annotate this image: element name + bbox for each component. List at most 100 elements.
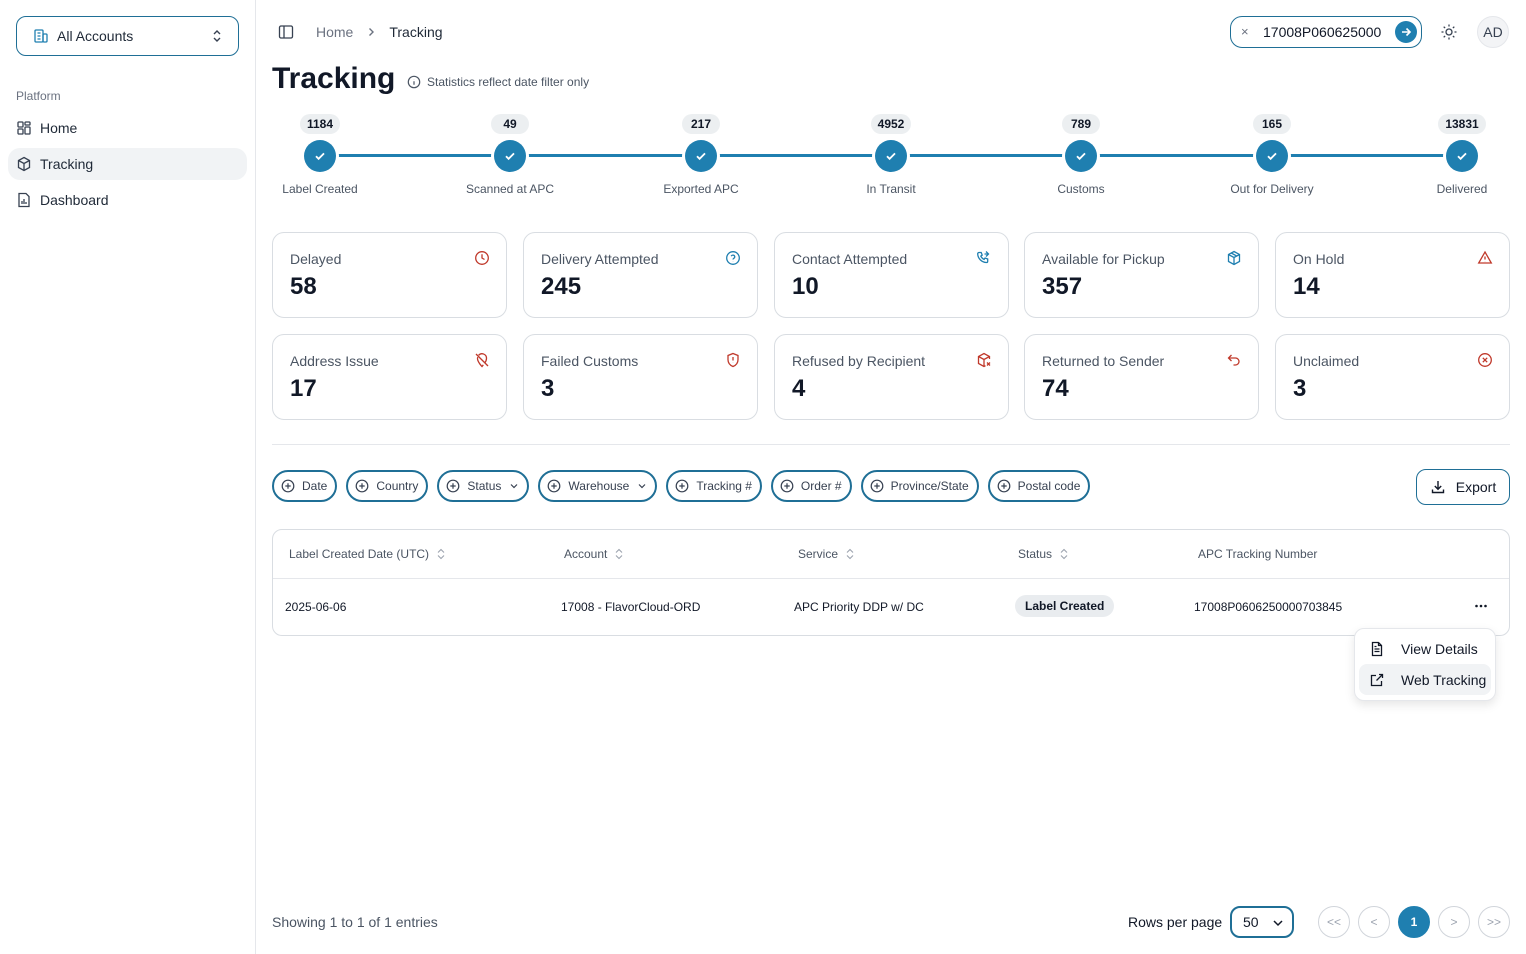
stat-card-value: 3 (541, 375, 555, 402)
more-horizontal-icon[interactable] (1472, 597, 1490, 615)
breadcrumb-home[interactable]: Home (316, 24, 354, 40)
sidebar-item-home[interactable]: Home (8, 112, 247, 144)
cell-tracking-number[interactable]: 17008P0606250000703845 (1194, 600, 1343, 614)
account-switcher[interactable]: All Accounts (16, 16, 239, 56)
stepper-step[interactable]: 4952 In Transit (831, 114, 951, 196)
stat-card-value: 245 (541, 273, 582, 300)
stat-card-contact-attempted[interactable]: Contact Attempted 10 (774, 232, 1009, 318)
section-divider (272, 444, 1510, 445)
sidebar-toggle-icon[interactable] (278, 24, 294, 40)
sidebar-nav: Home Tracking Dashboard (8, 112, 247, 220)
stat-card-label: Failed Customs (541, 353, 639, 369)
column-header-service[interactable]: Service (798, 547, 855, 561)
filter-province-state[interactable]: Province/State (860, 470, 979, 502)
filter-postal-code[interactable]: Postal code (987, 470, 1091, 502)
sun-icon[interactable] (1440, 23, 1458, 41)
filter-tracking-number[interactable]: Tracking # (666, 470, 762, 502)
step-dot (494, 140, 526, 172)
stepper-step[interactable]: 13831 Delivered (1402, 114, 1522, 196)
filter-order-number[interactable]: Order # (770, 470, 852, 502)
plus-circle-icon (548, 479, 561, 493)
stat-card-delayed[interactable]: Delayed 58 (272, 232, 507, 318)
stat-card-label: On Hold (1293, 251, 1345, 267)
external-link-icon (1370, 673, 1384, 686)
x-circle-icon (1478, 353, 1492, 367)
filter-warehouse[interactable]: Warehouse (538, 470, 658, 502)
help-circle-icon (726, 251, 740, 265)
filter-label: Order # (800, 479, 842, 493)
filter-country[interactable]: Country (346, 470, 429, 502)
menu-item-label: View Details (1401, 640, 1478, 657)
phone-forward-icon (977, 251, 990, 264)
tracking-search-field[interactable]: × 17008P060625000 (1230, 16, 1422, 48)
stepper-step[interactable]: 49 Scanned at APC (450, 114, 570, 196)
step-label: Out for Delivery (1230, 182, 1314, 196)
rows-per-page-value: 50 (1243, 914, 1259, 930)
stepper-step[interactable]: 217 Exported APC (641, 114, 761, 196)
stepper-step[interactable]: 789 Customs (1021, 114, 1141, 196)
menu-item-view-details[interactable]: View Details (1359, 633, 1491, 664)
filter-date[interactable]: Date (272, 470, 338, 502)
stat-card-available-for-pickup[interactable]: Available for Pickup 357 (1024, 232, 1259, 318)
sidebar-item-tracking[interactable]: Tracking (8, 148, 247, 180)
column-header-apc-tracking-number: APC Tracking Number (1198, 547, 1317, 561)
clear-search-icon[interactable]: × (1241, 24, 1249, 39)
column-header-label: Status (1018, 547, 1053, 561)
search-input[interactable]: 17008P060625000 (1263, 24, 1382, 40)
page-1-button[interactable]: 1 (1398, 906, 1430, 938)
undo-icon (1227, 354, 1240, 366)
stepper-step[interactable]: 1184 Label Created (260, 114, 380, 196)
stat-card-address-issue[interactable]: Address Issue 17 (272, 334, 507, 420)
export-button[interactable]: Export (1416, 469, 1510, 505)
search-submit-button[interactable] (1395, 21, 1417, 43)
step-label: Exported APC (663, 182, 739, 196)
filter-label: Warehouse (568, 479, 630, 493)
stat-card-value: 58 (290, 273, 317, 300)
stat-card-delivery-attempted[interactable]: Delivery Attempted 245 (523, 232, 758, 318)
row-actions-menu: View Details Web Tracking (1354, 628, 1496, 701)
stat-card-unclaimed[interactable]: Unclaimed 3 (1275, 334, 1510, 420)
stat-card-returned-to-sender[interactable]: Returned to Sender 74 (1024, 334, 1259, 420)
sidebar-item-dashboard[interactable]: Dashboard (8, 184, 247, 216)
export-label: Export (1455, 479, 1497, 495)
next-page-button[interactable]: > (1438, 906, 1470, 938)
filter-status[interactable]: Status (437, 470, 530, 502)
table-row[interactable]: 2025-06-06 17008 - FlavorCloud-ORD APC P… (273, 579, 1509, 635)
stat-card-failed-customs[interactable]: Failed Customs 3 (523, 334, 758, 420)
filter-label: Date (302, 479, 328, 493)
stepper-step[interactable]: 165 Out for Delivery (1212, 114, 1332, 196)
first-page-button[interactable]: << (1318, 906, 1350, 938)
step-dot (1065, 140, 1097, 172)
check-icon (886, 152, 896, 161)
plus-circle-icon (281, 479, 295, 493)
filter-bar: Date Country Status Warehouse Tracking #… (272, 470, 1099, 502)
plus-circle-icon (870, 479, 884, 493)
previous-page-button[interactable]: < (1358, 906, 1390, 938)
step-count: 165 (1253, 114, 1291, 134)
column-header-status[interactable]: Status (1018, 547, 1069, 561)
stat-card-value: 10 (792, 273, 819, 300)
menu-item-web-tracking[interactable]: Web Tracking (1359, 664, 1491, 695)
stat-card-label: Delayed (290, 251, 342, 267)
filter-label: Country (376, 479, 419, 493)
sort-icon (846, 548, 854, 560)
download-icon (1431, 481, 1444, 494)
column-header-account[interactable]: Account (564, 547, 624, 561)
stat-card-on-hold[interactable]: On Hold 14 (1275, 232, 1510, 318)
stat-card-refused-by-recipient[interactable]: Refused by Recipient 4 (774, 334, 1009, 420)
step-label: Customs (1057, 182, 1105, 196)
breadcrumb-current: Tracking (389, 24, 443, 40)
sidebar-item-label: Dashboard (40, 192, 109, 208)
rows-per-page-select[interactable]: 50 (1230, 906, 1294, 938)
column-header-label-created-date[interactable]: Label Created Date (UTC) (289, 547, 446, 561)
step-count: 4952 (870, 114, 912, 134)
filter-label: Province/State (890, 479, 969, 493)
grid-icon (17, 121, 31, 135)
avatar[interactable]: AD (1477, 16, 1509, 48)
step-label: In Transit (866, 182, 916, 196)
sort-icon (615, 548, 623, 560)
building-icon (34, 29, 48, 43)
stat-card-label: Returned to Sender (1042, 353, 1165, 369)
cell-date: 2025-06-06 (285, 600, 347, 614)
last-page-button[interactable]: >> (1478, 906, 1510, 938)
